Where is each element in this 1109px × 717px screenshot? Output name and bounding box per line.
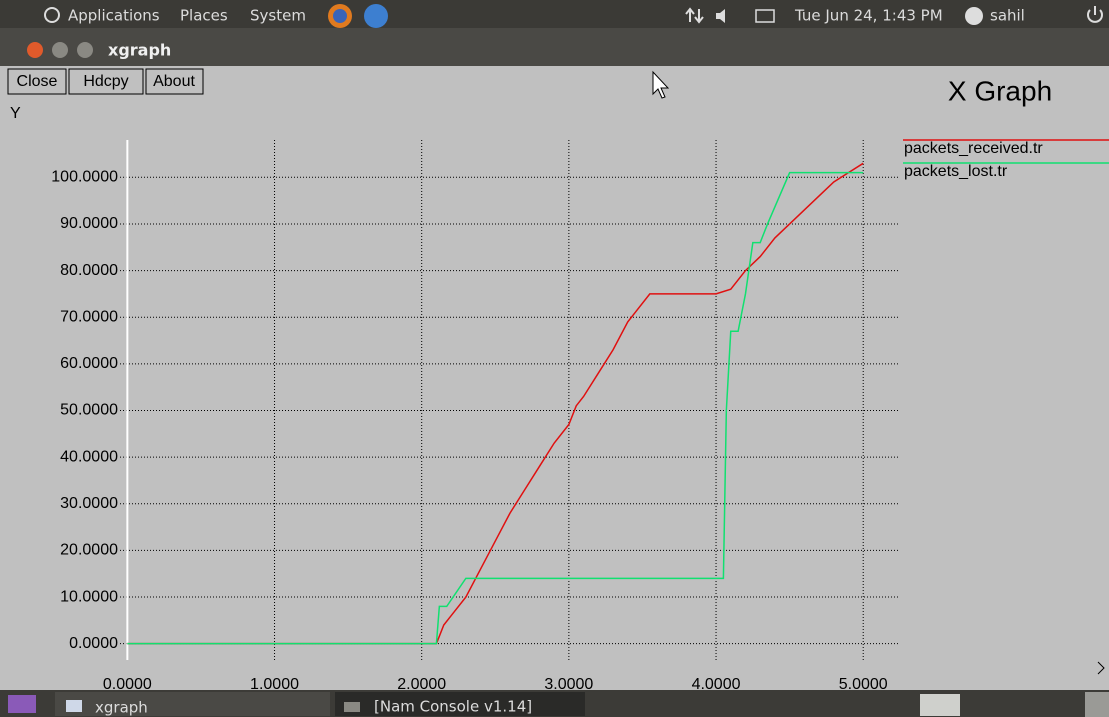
firefox-globe [333, 9, 347, 23]
y-tick-label: 50.0000 [60, 402, 118, 419]
user-icon [965, 7, 983, 25]
task-icon [344, 702, 360, 712]
y-tick-label: 20.0000 [60, 542, 118, 559]
screen: Applications Places System Tue Jun 24, 1… [0, 0, 1109, 717]
task-label[interactable]: xgraph [95, 699, 148, 717]
menu[interactable]: Applications [68, 7, 160, 25]
y-tick-label: 30.0000 [60, 495, 118, 512]
y-axis-label: Y [10, 105, 21, 122]
y-tick-label: 100.0000 [51, 169, 118, 186]
button-label[interactable]: About [153, 73, 195, 90]
user-name[interactable]: sahil [990, 7, 1025, 25]
chart-title: X Graph [948, 75, 1052, 106]
close-window[interactable] [27, 42, 43, 58]
button-label[interactable]: Close [17, 73, 58, 90]
clock[interactable]: Tue Jun 24, 1:43 PM [794, 7, 943, 25]
minimize-window[interactable] [52, 42, 68, 58]
legend-label: packets_received.tr [904, 140, 1043, 157]
y-tick-label: 60.0000 [60, 355, 118, 372]
help-icon[interactable] [364, 4, 388, 28]
y-tick-label: 10.0000 [60, 588, 118, 605]
menu[interactable]: System [250, 7, 306, 25]
task-icon [66, 700, 82, 712]
y-tick-label: 0.0000 [69, 635, 118, 652]
y-tick-label: 90.0000 [60, 215, 118, 232]
legend-label: packets_lost.tr [904, 163, 1008, 180]
trash[interactable] [1085, 692, 1109, 717]
menu[interactable]: Places [180, 7, 228, 25]
show-desktop[interactable] [8, 695, 36, 713]
window-title: xgraph [108, 41, 171, 60]
maximize-window[interactable] [77, 42, 93, 58]
y-tick-label: 40.0000 [60, 448, 118, 465]
button-label[interactable]: Hdcpy [83, 73, 128, 90]
task-label[interactable]: [Nam Console v1.14] [374, 698, 532, 716]
y-tick-label: 80.0000 [60, 262, 118, 279]
y-tick-label: 70.0000 [60, 308, 118, 325]
workspace[interactable] [920, 694, 960, 716]
content [0, 66, 1109, 690]
